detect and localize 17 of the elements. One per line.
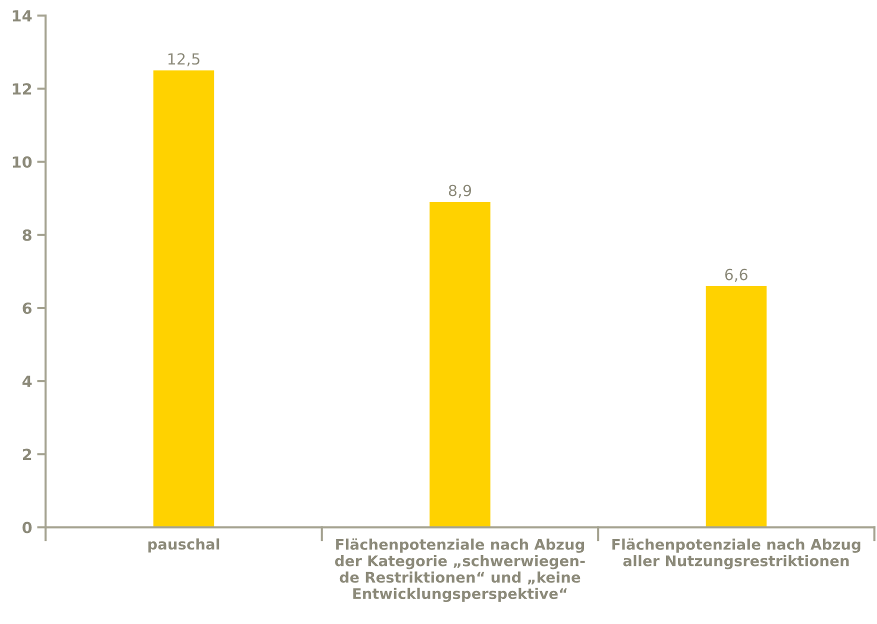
y-tick-label: 2 [22,448,32,460]
y-tick-label: 8 [22,229,32,241]
y-tick-label: 12 [12,83,32,94]
bar [153,70,214,528]
y-tick-label: 0 [22,522,32,534]
y-tick-label: 6 [22,302,32,314]
x-tick-label: Flächenpotenziale nach Abzug der Kategorie „schwerwiegen- de Restriktionen“ und „keine Entwicklungsperspektive“ [335,538,585,602]
bar [706,286,767,528]
data-label: 12,5 [168,53,200,66]
data-label: 8,9 [448,184,472,198]
y-tick-label: 14 [12,10,32,22]
bar [430,202,490,528]
y-tick-label: 10 [12,156,32,168]
data-label: 6,6 [725,268,748,282]
y-tick-label: 4 [22,376,32,387]
x-tick-label: Flächenpotenziale nach Abzug aller Nutzungsrestriktionen [612,538,860,570]
x-tick-label: pauschal [148,538,220,553]
